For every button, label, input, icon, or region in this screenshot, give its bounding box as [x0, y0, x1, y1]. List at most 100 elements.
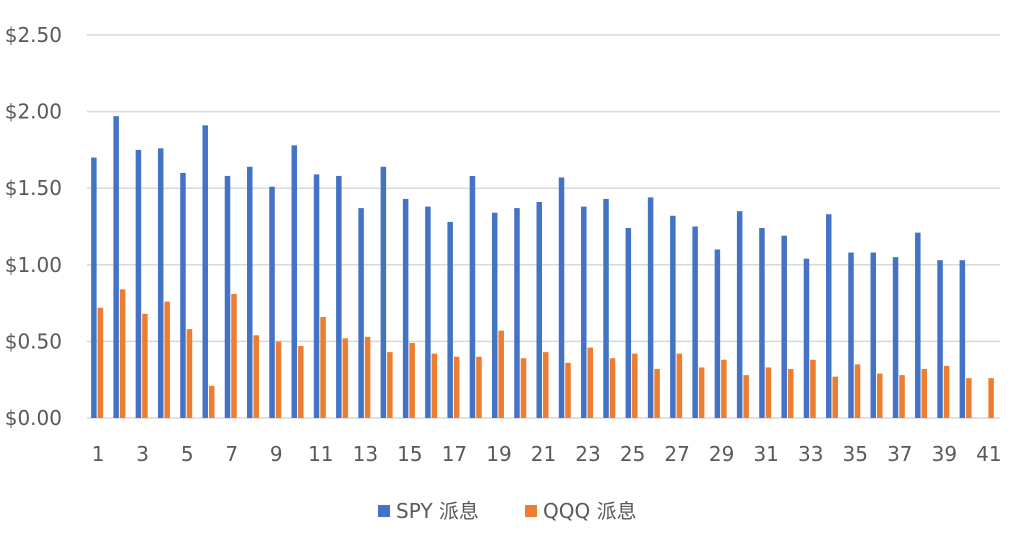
- bar-spy: [336, 175, 342, 418]
- bar-qqq: [899, 375, 905, 418]
- legend-swatch-qqq: [525, 505, 537, 517]
- bar-spy: [736, 211, 743, 418]
- y-tick-label: $2.00: [5, 100, 62, 124]
- bar-qqq: [943, 365, 950, 418]
- x-tick-label: 25: [620, 442, 645, 466]
- bar-qqq: [387, 352, 393, 418]
- bar-spy: [848, 252, 854, 418]
- x-tick-label: 39: [932, 442, 957, 466]
- bar-qqq: [565, 362, 571, 418]
- bar-qqq: [431, 353, 438, 418]
- bar-spy: [937, 260, 943, 418]
- x-tick-label: 15: [397, 442, 422, 466]
- x-tick-label: 29: [709, 442, 734, 466]
- legend-swatch-spy: [378, 505, 390, 517]
- x-tick-label: 19: [486, 442, 511, 466]
- bar-qqq: [743, 375, 749, 418]
- y-axis-ticks: $0.00 $0.50 $1.00 $1.50 $2.00 $2.50: [5, 23, 62, 430]
- bar-spy: [91, 157, 97, 418]
- bar-spy: [670, 215, 676, 418]
- x-tick-label: 33: [798, 442, 823, 466]
- bar-qqq: [787, 368, 794, 418]
- bar-qqq: [543, 352, 549, 418]
- bar-qqq: [676, 353, 683, 418]
- bar-spy: [380, 166, 387, 418]
- bar-spy: [491, 212, 498, 418]
- bar-qqq: [765, 367, 772, 418]
- bar-qqq: [966, 378, 972, 418]
- bar-qqq: [208, 385, 215, 418]
- bar-qqq: [364, 336, 371, 418]
- y-tick-label: $2.50: [5, 23, 62, 47]
- bar-qqq: [721, 359, 727, 418]
- x-tick-label: 31: [753, 442, 778, 466]
- bar-spy: [781, 235, 787, 418]
- bar-spy: [825, 214, 832, 418]
- bar-qqq: [253, 335, 260, 418]
- bar-qqq: [921, 368, 928, 418]
- legend-label-spy: SPY 派息: [396, 499, 479, 523]
- bar-spy: [358, 208, 364, 418]
- bar-spy: [224, 175, 231, 418]
- bar-spy: [402, 198, 409, 418]
- bar-qqq: [453, 356, 460, 418]
- x-tick-label: 23: [575, 442, 600, 466]
- bar-qqq: [142, 313, 148, 418]
- bar-qqq: [877, 373, 883, 418]
- bar-qqq: [520, 358, 527, 418]
- x-tick-label: 37: [887, 442, 912, 466]
- legend-label-qqq: QQQ 派息: [543, 499, 637, 523]
- y-tick-label: $1.50: [5, 176, 62, 200]
- bar-spy: [803, 258, 810, 418]
- bar-spy: [581, 206, 587, 418]
- bar-qqq: [320, 316, 326, 418]
- bar-qqq: [476, 356, 482, 418]
- bar-spy: [625, 228, 632, 418]
- y-tick-label: $1.00: [5, 253, 62, 277]
- x-axis-ticks: 1 3 5 7 9 11 13 15 17 19 21 23 25 27 29 31 33 35 37 39 41: [92, 442, 1002, 466]
- bar-qqq: [654, 368, 660, 418]
- bar-spy: [202, 125, 208, 418]
- bar-spy: [714, 249, 721, 418]
- bar-spy: [269, 186, 275, 418]
- x-tick-label: 35: [843, 442, 868, 466]
- bar-qqq: [632, 353, 638, 418]
- bar-qqq: [498, 330, 504, 418]
- bar-spy: [892, 257, 899, 418]
- bar-qqq: [810, 359, 816, 418]
- bar-qqq: [609, 358, 616, 418]
- bar-spy: [291, 145, 298, 418]
- bar-spy: [647, 197, 654, 418]
- bar-qqq: [832, 376, 838, 418]
- bar-spy: [759, 228, 765, 418]
- bar-qqq: [298, 345, 304, 418]
- bar-spy: [157, 148, 164, 419]
- bar-spy: [870, 252, 877, 418]
- bar-spy: [425, 206, 431, 418]
- bar-qqq: [186, 329, 193, 418]
- bar-spy: [135, 149, 142, 418]
- bars: [91, 116, 994, 419]
- x-tick-label: 21: [531, 442, 556, 466]
- bar-qqq: [164, 301, 170, 418]
- bar-spy: [514, 208, 520, 418]
- bar-qqq: [698, 367, 705, 418]
- bar-spy: [603, 198, 609, 418]
- bar-spy: [313, 174, 320, 418]
- bar-spy: [692, 226, 698, 418]
- bar-spy: [113, 116, 119, 419]
- bar-spy: [447, 221, 453, 418]
- y-tick-label: $0.50: [5, 329, 62, 353]
- bar-qqq: [97, 307, 104, 418]
- legend: SPY 派息 QQQ 派息: [378, 499, 637, 523]
- bar-qqq: [231, 293, 237, 418]
- bar-spy: [469, 175, 476, 418]
- x-tick-label: 5: [181, 442, 194, 466]
- y-tick-label: $0.00: [5, 406, 62, 430]
- x-tick-label: 41: [976, 442, 1001, 466]
- bar-qqq: [587, 347, 594, 418]
- bar-spy: [536, 201, 542, 418]
- bar-qqq: [409, 342, 415, 418]
